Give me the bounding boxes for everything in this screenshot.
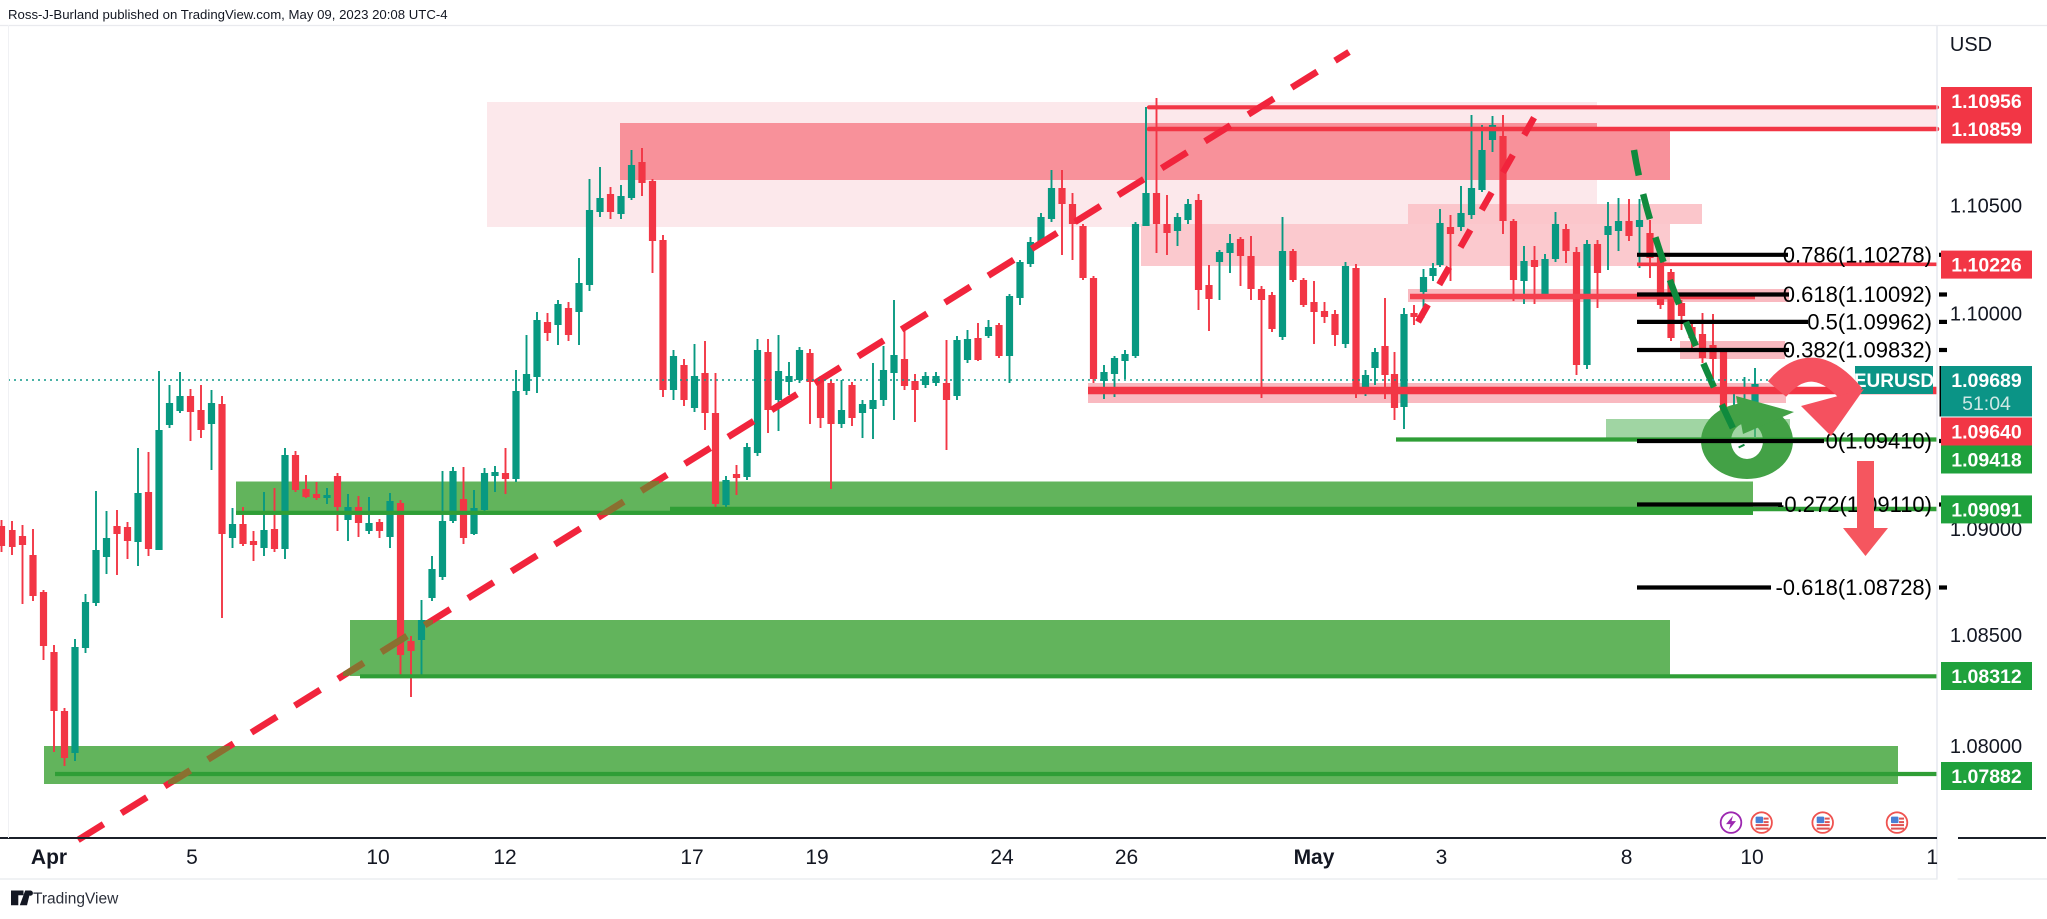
svg-text:10: 10 (1740, 846, 1763, 869)
svg-text:1.10226: 1.10226 (1951, 255, 2022, 277)
svg-text:1.10859: 1.10859 (1951, 119, 2022, 141)
svg-text:1.10956: 1.10956 (1951, 91, 2022, 113)
svg-text:1.10000: 1.10000 (1950, 303, 2022, 325)
svg-text:1.09640: 1.09640 (1951, 422, 2022, 444)
svg-text:1.10500: 1.10500 (1950, 196, 2022, 218)
svg-text:17: 17 (680, 846, 703, 869)
svg-text:1.09689: 1.09689 (1951, 370, 2022, 392)
svg-text:19: 19 (805, 846, 828, 869)
svg-text:51:04: 51:04 (1962, 393, 2011, 415)
svg-text:5: 5 (186, 846, 198, 869)
svg-text:TradingView: TradingView (33, 891, 119, 908)
svg-text:8: 8 (1621, 846, 1633, 869)
svg-text:0.786(1.10278): 0.786(1.10278) (1783, 242, 1932, 267)
svg-text:1.08312: 1.08312 (1951, 666, 2022, 688)
svg-text:24: 24 (990, 846, 1014, 869)
svg-text:Ross-J-Burland published on Tr: Ross-J-Burland published on TradingView.… (8, 7, 448, 22)
svg-text:12: 12 (493, 846, 516, 869)
svg-text:1.09418: 1.09418 (1951, 450, 2022, 472)
svg-text:3: 3 (1436, 846, 1448, 869)
svg-text:May: May (1294, 846, 1335, 869)
svg-text:10: 10 (366, 846, 389, 869)
svg-text:1.08500: 1.08500 (1950, 625, 2022, 647)
svg-text:-0.272(1.09110): -0.272(1.09110) (1777, 492, 1932, 517)
svg-text:0(1.09410): 0(1.09410) (1826, 429, 1932, 454)
svg-text:USD: USD (1950, 34, 1992, 56)
svg-text:1.09091: 1.09091 (1951, 499, 2022, 521)
svg-text:0.618(1.10092): 0.618(1.10092) (1783, 282, 1932, 307)
svg-text:1.08000: 1.08000 (1950, 736, 2022, 758)
svg-text:1.09000: 1.09000 (1950, 519, 2022, 541)
svg-text:EURUSD: EURUSD (1854, 371, 1934, 392)
svg-text:1.07882: 1.07882 (1951, 766, 2022, 788)
svg-text:26: 26 (1115, 846, 1138, 869)
svg-text:0.5(1.09962): 0.5(1.09962) (1807, 309, 1932, 334)
svg-text:-0.618(1.08728): -0.618(1.08728) (1775, 575, 1932, 600)
svg-text:Apr: Apr (31, 846, 67, 869)
